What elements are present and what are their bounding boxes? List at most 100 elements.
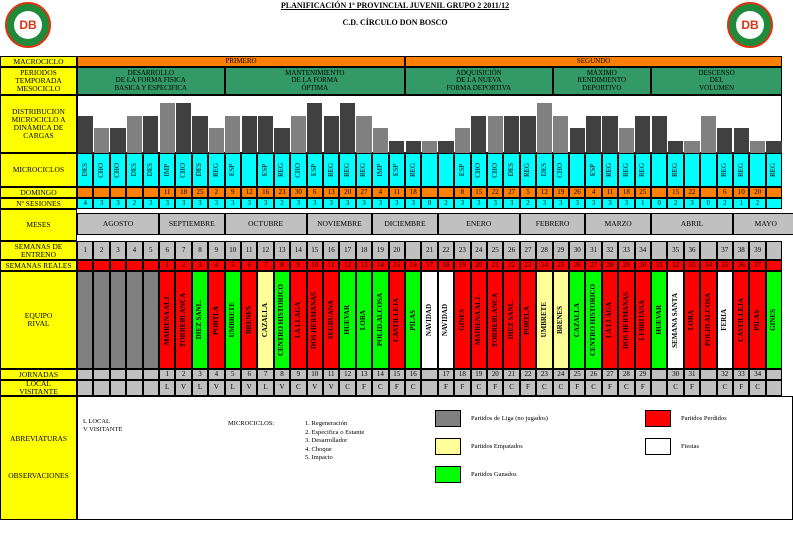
microcycle-label: CHO [556,162,565,178]
sunday-cell: 23 [273,187,291,198]
sessions-cell: 1 [634,198,651,209]
rival-name: HUEVAR [342,305,351,335]
training-week-cell: 34 [634,241,651,260]
home-away-cell: C [716,380,733,396]
rival-name: CENTRO HISTORICO [588,283,597,357]
round-cell: 27 [601,369,619,380]
sunday-cell: 26 [569,187,586,198]
training-week-cell: 26 [503,241,520,260]
home-away-cell: V [306,380,323,396]
microcycle-cell: CHO [109,153,127,187]
home-away-cell: L [224,380,241,396]
rival-name: PILAS [752,309,761,331]
micro-item: 2. Especifica o Estante [305,428,365,436]
sunday-cell: 10 [733,187,750,198]
home-away-cell: C [405,380,422,396]
microcycle-cell [700,153,717,187]
real-week-cell [109,260,127,271]
rival-name: UMBRETE [539,302,548,338]
training-week-cell: 38 [733,241,750,260]
sessions-cell: 3 [569,198,586,209]
round-cell: 7 [257,369,274,380]
microcycle-cell: DES [126,153,143,187]
sunday-cell: 12 [241,187,258,198]
sessions-cell: 3 [487,198,504,209]
round-cell: 13 [355,369,373,380]
rival-name: CAZALLA [260,302,269,338]
sunday-cell: 22 [683,187,701,198]
microcycle-label: CHO [96,162,105,178]
training-week-cell: 24 [470,241,487,260]
real-week-cell: 15 [388,260,405,271]
round-cell [77,369,94,380]
month-4: NOVIEMBRE [306,213,373,235]
real-week-cell [142,260,159,271]
rival-name: UMBRETE [228,302,237,338]
sessions-cell: 3 [224,198,241,209]
microcycle-label: REG [736,163,745,177]
load-bar [192,115,208,153]
rival-cell: CENTRO HISTORICO [273,271,291,369]
home-away-cell: F [569,380,586,396]
row-label-loc: LOCAL VISITANTE [0,380,77,396]
real-week-cell: 18 [437,260,455,271]
microcycle-cell [683,153,701,187]
sessions-cell: 3 [93,198,110,209]
sunday-cell [77,187,94,198]
load-bar [175,103,192,153]
home-away-cell [77,380,94,396]
load-bar [585,115,602,153]
training-week-cell: 23 [454,241,471,260]
microcycle-label: ESP [588,163,597,177]
home-away-cell: F [388,380,405,396]
macro-primero: PRIMERO [77,56,405,67]
microcycle-label: CHO [178,162,187,178]
sunday-cell: 18 [405,187,422,198]
training-week-cell: 9 [208,241,225,260]
rival-cell: SEMANA SANTA [667,271,684,369]
training-week-cell: 7 [175,241,192,260]
sessions-cell: 3 [683,198,701,209]
training-week-cell: 1 [77,241,94,260]
rival-cell [126,271,143,369]
load-bar [77,115,93,153]
sheet-title: PLANIFICACIÓN 1ª PROVINCIAL JUVENIL GRUP… [280,1,510,10]
load-bar [635,115,651,153]
rival-cell: NAVIDAD [437,271,455,369]
round-cell: 28 [618,369,635,380]
microcycle-cell: DES [536,153,553,187]
microcycle-cell: REG [716,153,733,187]
real-week-cell: 27 [585,260,602,271]
microcycle-cell: REG [273,153,291,187]
training-week-cell: 10 [224,241,241,260]
training-week-cell: 15 [306,241,323,260]
microcycle-label: REG [621,163,630,177]
home-away-cell: C [470,380,487,396]
sessions-cell [765,198,783,209]
micro-title: MICROCICLOS: [228,420,275,427]
real-week-cell: 24 [536,260,553,271]
sunday-cell: 27 [355,187,373,198]
rival-cell: SEGRUANA [323,271,340,369]
training-week-cell: 29 [552,241,569,260]
round-cell: 9 [290,369,307,380]
rival-cell: DOS HERMANAS [618,271,635,369]
round-cell: 20 [487,369,504,380]
rival-cell: CASTILLEJA [733,271,750,369]
load-bar [487,115,503,153]
row-label-eq: EQUIPO RIVAL [0,271,77,369]
home-away-cell: F [733,380,750,396]
training-week-cell: 35 [667,241,684,260]
rival-name: POLID.ALCOSA [375,293,384,347]
microcycle-cell: DES [191,153,209,187]
microcycle-cell: DES [142,153,159,187]
microcycle-cell: CHO [290,153,307,187]
sunday-cell: 4 [585,187,602,198]
rival-name: LA LLAGA [605,302,614,338]
round-cell: 26 [585,369,602,380]
sunday-cell: 18 [175,187,192,198]
load-bar [307,103,323,153]
rival-cell: HUEVAR [339,271,356,369]
microcycle-label: ESP [392,163,401,177]
legend-red-swatch [645,410,671,427]
